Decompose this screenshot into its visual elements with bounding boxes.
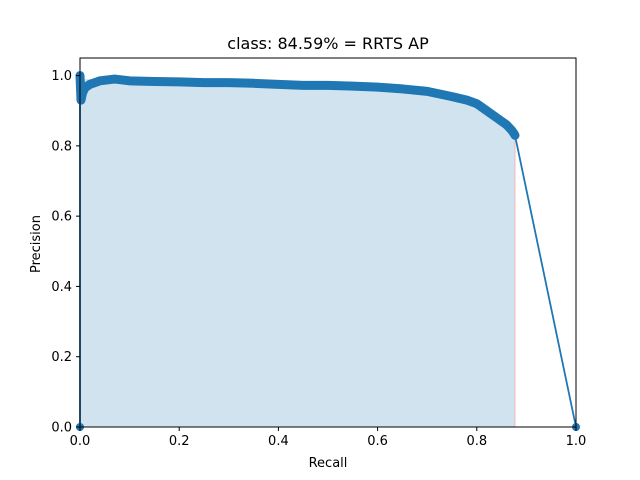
y-tick-label: 0.2 bbox=[51, 350, 72, 365]
x-axis-ticks: 0.0 0.2 0.4 0.6 0.8 1.0 bbox=[70, 427, 587, 449]
x-tick-label: 0.6 bbox=[367, 434, 388, 449]
y-axis-ticks: 0.0 0.2 0.4 0.6 0.8 1.0 bbox=[51, 69, 80, 436]
x-tick-label: 0.2 bbox=[169, 434, 190, 449]
x-tick-label: 0.8 bbox=[466, 434, 487, 449]
y-tick-label: 0.4 bbox=[51, 280, 72, 295]
chart-title: class: 84.59% = RRTS AP bbox=[227, 34, 429, 53]
y-axis-label: Precision bbox=[29, 215, 44, 273]
x-axis-label: Recall bbox=[309, 456, 348, 471]
axes-frame bbox=[79, 57, 577, 428]
plot-area bbox=[75, 57, 580, 431]
pr-curve-markers bbox=[75, 71, 520, 140]
y-tick-label: 0.8 bbox=[51, 139, 72, 154]
y-tick-label: 1.0 bbox=[51, 69, 72, 84]
data-point bbox=[510, 131, 519, 140]
x-tick-label: 0.4 bbox=[268, 434, 289, 449]
ap-area bbox=[80, 79, 515, 427]
x-tick-label: 1.0 bbox=[566, 434, 587, 449]
y-tick-label: 0.0 bbox=[51, 421, 72, 436]
y-tick-label: 0.6 bbox=[51, 210, 72, 225]
x-tick-label: 0.0 bbox=[70, 434, 91, 449]
